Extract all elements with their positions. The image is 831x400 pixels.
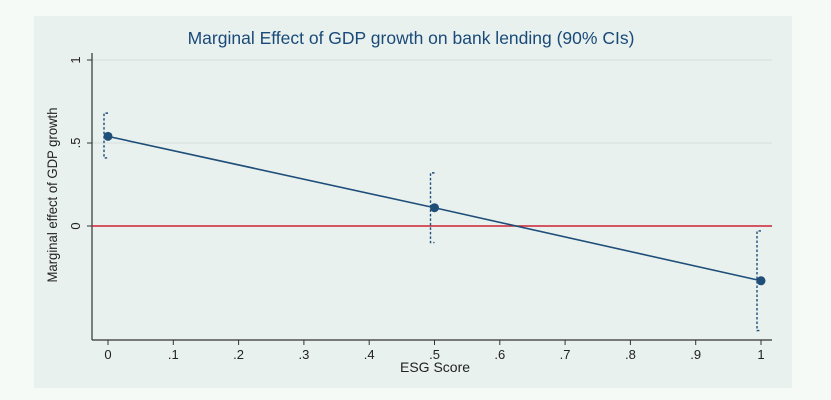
x-axis-label: ESG Score bbox=[400, 359, 470, 375]
plot-area bbox=[92, 53, 772, 340]
y-axis-label: Marginal effect of GDP growth bbox=[44, 108, 60, 283]
data-point bbox=[103, 131, 113, 141]
chart-panel bbox=[34, 16, 792, 388]
confidence-interval-layer bbox=[103, 112, 761, 332]
confidence-interval-bar bbox=[103, 112, 108, 159]
x-tick-label: .6 bbox=[494, 347, 505, 362]
axes-layer bbox=[91, 53, 772, 341]
chart-title: Marginal Effect of GDP growth on bank le… bbox=[188, 28, 635, 48]
ticks-layer: 0 .1 .2 .3 .4 .5 .6 .7 .8 .9 1 0 .5 1 bbox=[68, 56, 765, 362]
x-tick-label: .4 bbox=[364, 347, 375, 362]
grid-layer bbox=[92, 59, 772, 144]
x-tick-label: 0 bbox=[104, 347, 111, 362]
data-point bbox=[430, 203, 439, 213]
x-tick-label: .1 bbox=[168, 347, 179, 362]
x-tick-label: .2 bbox=[233, 347, 244, 362]
series-layer bbox=[103, 131, 766, 286]
confidence-interval-bar bbox=[429, 172, 435, 244]
y-tick-label: .5 bbox=[68, 138, 83, 149]
x-tick-label: 1 bbox=[757, 347, 764, 362]
x-tick-label: .9 bbox=[690, 347, 701, 362]
x-tick-label: .5 bbox=[429, 347, 440, 362]
x-tick-label: .8 bbox=[625, 347, 636, 362]
data-point bbox=[756, 276, 766, 286]
x-tick-label: .3 bbox=[298, 347, 309, 362]
x-tick-label: .7 bbox=[560, 347, 571, 362]
confidence-interval-bar bbox=[756, 230, 761, 332]
y-tick-label: 1 bbox=[68, 56, 83, 63]
y-tick-label: 0 bbox=[68, 222, 83, 229]
